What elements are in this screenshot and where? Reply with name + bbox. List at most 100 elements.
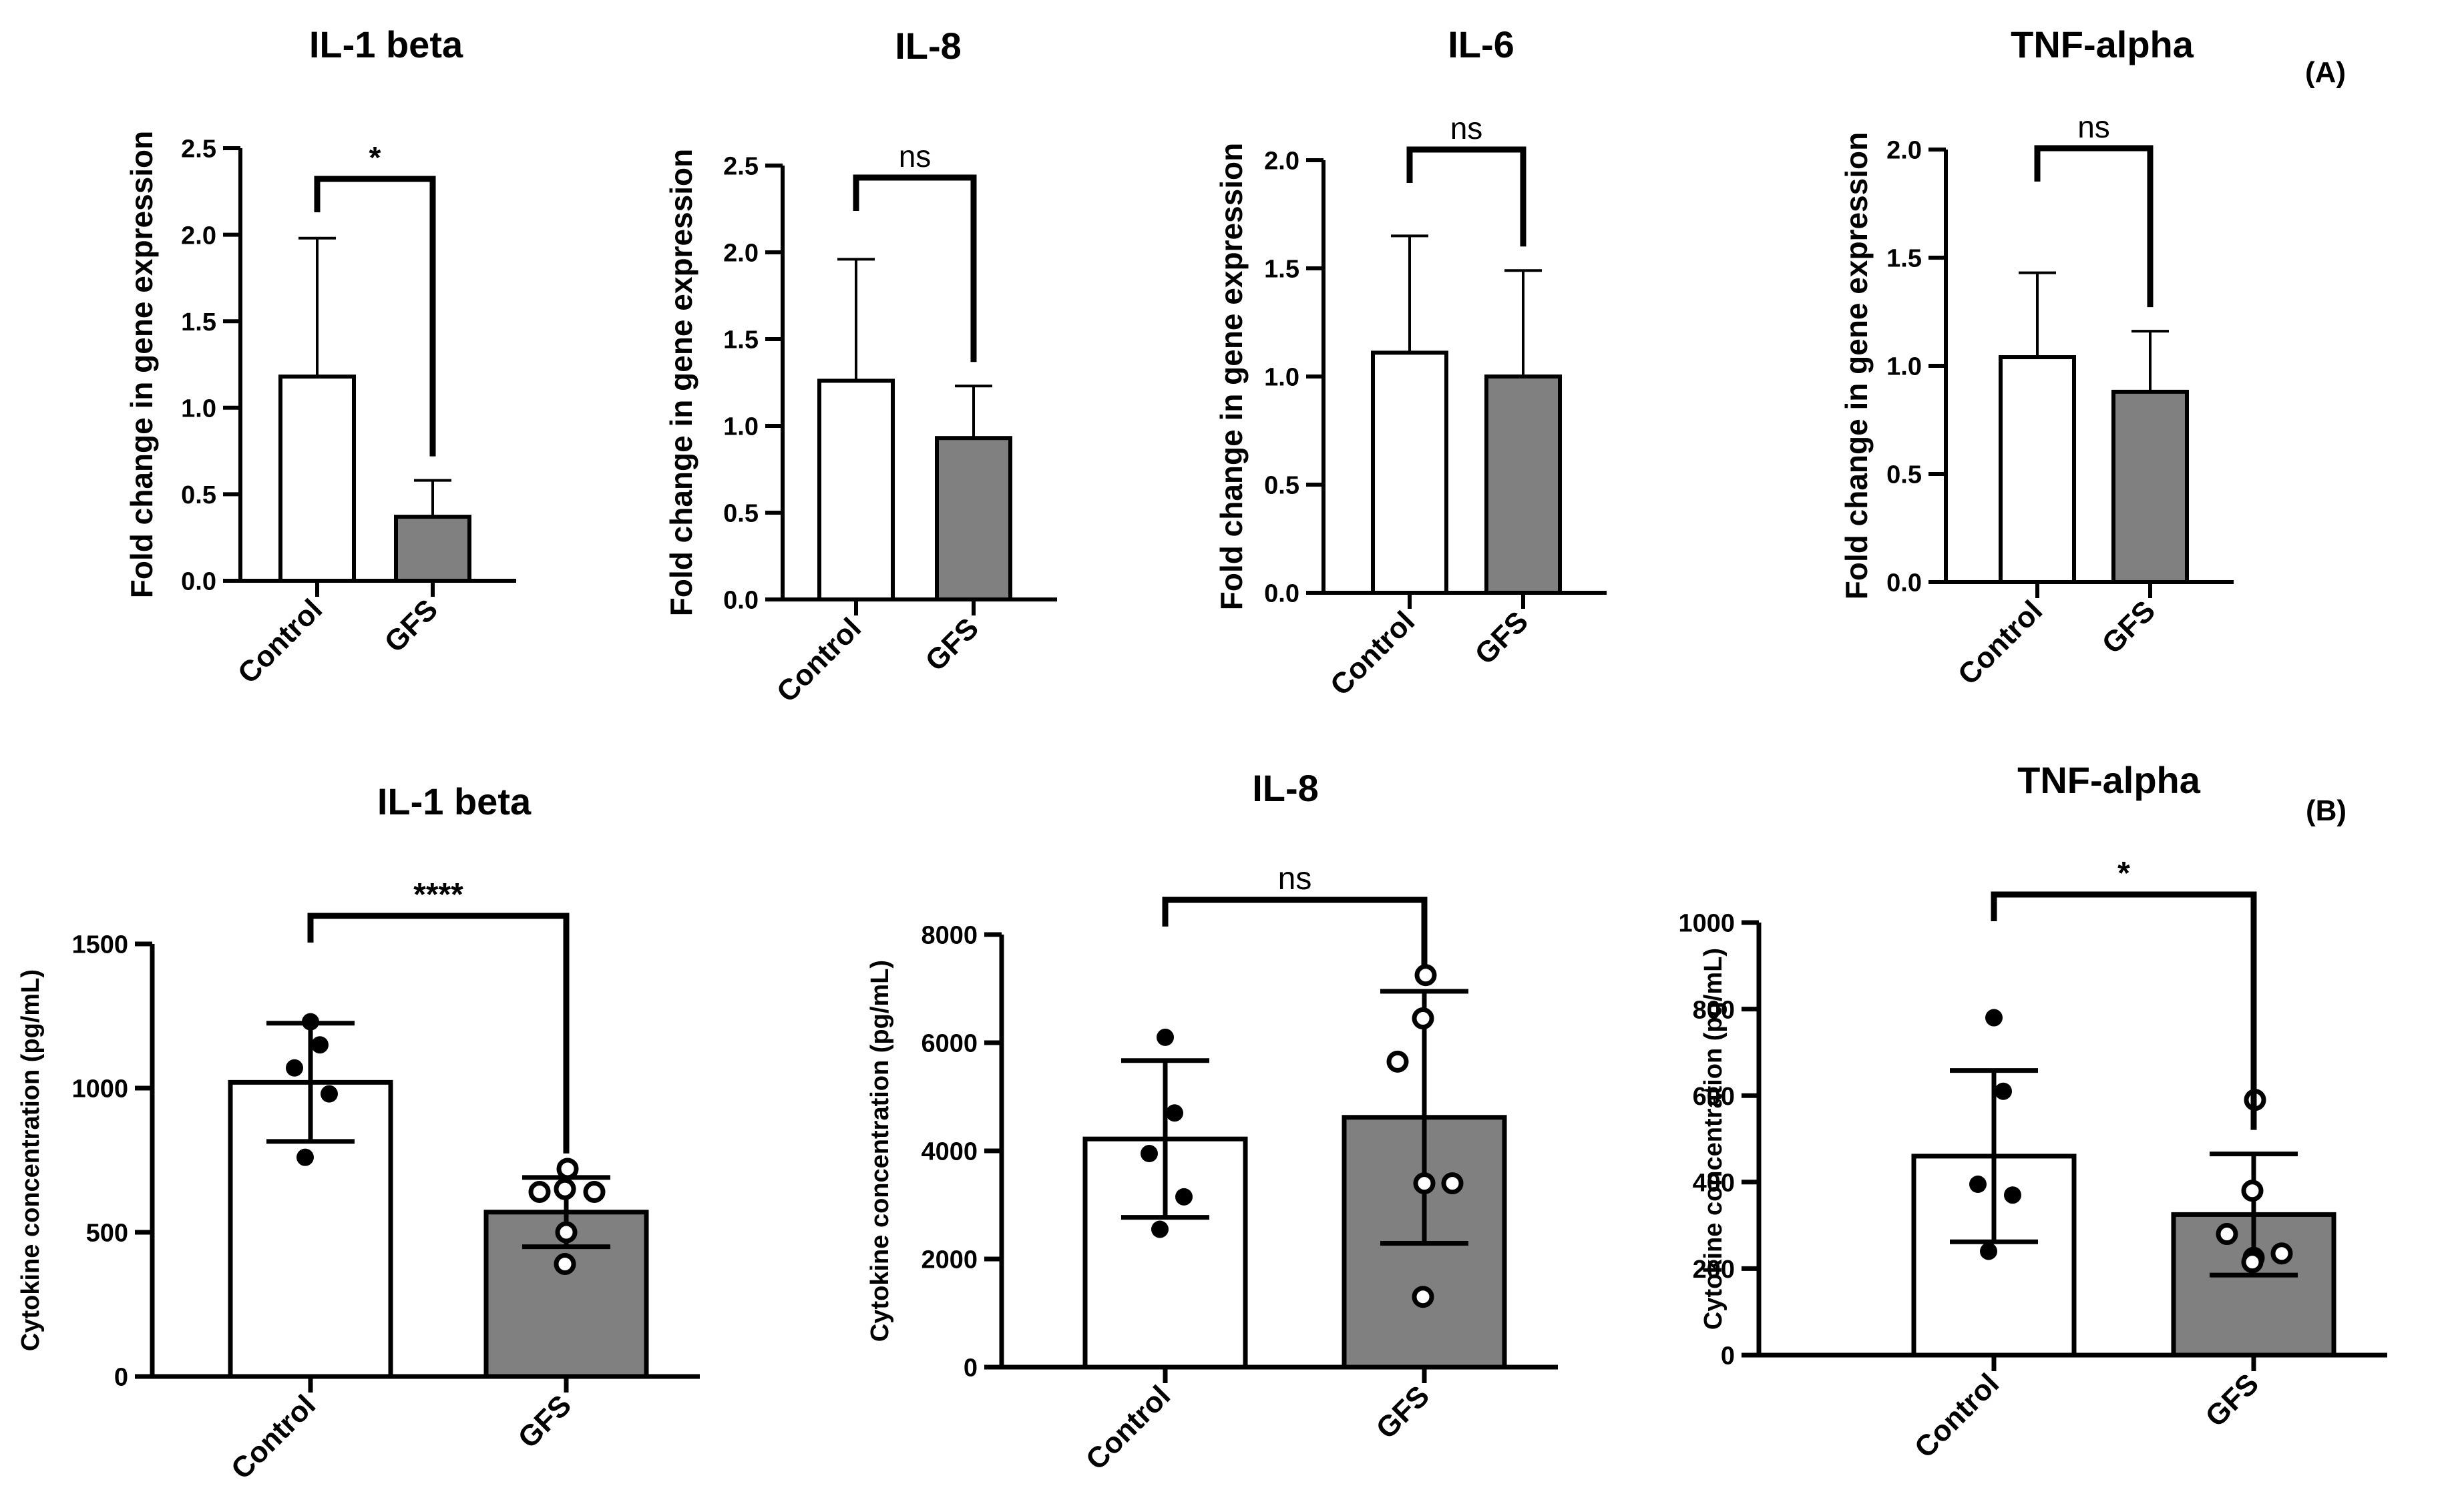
x-category-label: GFS <box>919 611 985 678</box>
y-tick-label: 2.0 <box>723 240 759 268</box>
y-tick-label: 200 <box>1693 1256 1735 1284</box>
y-tick-label: 0.0 <box>181 568 216 596</box>
data-point <box>1141 1145 1158 1163</box>
y-tick-label: 0.5 <box>1886 461 1922 489</box>
x-category-label: GFS <box>2095 594 2162 660</box>
y-axis-label: Fold change in gene expression <box>1839 132 1874 599</box>
data-point <box>2270 1242 2293 1265</box>
x-category-label: Control <box>1080 1379 1177 1476</box>
y-tick-label: 0.0 <box>1886 569 1922 597</box>
chart-7: TNF-alpha 0 200 400 600 800 1000 Cytokine conce… <box>1678 759 2387 1465</box>
y-axis-label: Cytokine concentration (pg/mL) <box>1699 948 1727 1330</box>
significance-label: * <box>2117 856 2130 891</box>
y-tick-label: 0.5 <box>1264 472 1299 500</box>
y-tick-label: 1500 <box>71 931 128 959</box>
data-point <box>2241 1251 2264 1274</box>
significance-bracket <box>1406 146 1526 247</box>
data-point <box>528 1181 551 1204</box>
data-point <box>2241 1180 2264 1202</box>
bar-gfs <box>935 436 1012 602</box>
y-axis-label: Fold change in gene expression <box>124 131 159 598</box>
chart-title: IL-6 <box>1448 23 1514 65</box>
data-point <box>1985 1009 2003 1027</box>
y-tick-label: 0 <box>964 1354 978 1382</box>
y-tick-label: 1.0 <box>1886 353 1922 381</box>
significance-label: **** <box>413 877 463 913</box>
data-point <box>556 1158 579 1180</box>
data-point <box>555 1221 578 1244</box>
significance-bracket <box>307 913 570 1154</box>
data-point <box>1412 1286 1434 1308</box>
data-point <box>1414 964 1437 987</box>
x-category-label: Control <box>232 593 329 690</box>
significance-label: ns <box>899 139 932 174</box>
chart-5: IL-1 beta 0 500 1000 1500 Cytokine concentrat… <box>17 780 700 1486</box>
x-category-label: GFS <box>378 593 444 659</box>
x-category-label: GFS <box>2199 1367 2265 1433</box>
y-tick-label: 8000 <box>921 922 978 950</box>
data-point <box>1980 1242 1997 1260</box>
x-category-label: GFS <box>512 1389 578 1455</box>
bar-gfs <box>1484 374 1562 595</box>
y-tick-label: 1.0 <box>723 413 759 441</box>
x-category-label: GFS <box>1370 1379 1436 1445</box>
data-point <box>296 1148 314 1166</box>
data-point <box>302 1013 319 1031</box>
y-tick-label: 2.0 <box>181 222 216 250</box>
y-tick-label: 2.0 <box>1886 137 1922 165</box>
y-tick-label: 0 <box>1721 1342 1735 1370</box>
y-tick-label: 1000 <box>71 1075 128 1103</box>
y-tick-label: 2.5 <box>723 153 759 181</box>
data-point <box>2216 1223 2238 1246</box>
y-tick-label: 0.0 <box>1264 580 1299 608</box>
data-point <box>2004 1186 2021 1204</box>
panel-label-a: (A) <box>2305 56 2347 89</box>
bar-gfs <box>394 515 471 583</box>
chart-title: IL-8 <box>895 25 962 67</box>
chart-title: TNF-alpha <box>2011 23 2194 65</box>
bar-control <box>1371 350 1448 595</box>
y-tick-label: 500 <box>86 1220 128 1248</box>
chart-title: IL-1 beta <box>309 23 463 65</box>
bar-control <box>278 374 356 583</box>
chart-1: IL-1 beta 0.0 0.5 1.0 1.5 2.0 2.5 Fold change i… <box>124 23 516 690</box>
data-point <box>1441 1172 1464 1195</box>
x-category-label: Control <box>771 611 867 708</box>
data-point <box>1166 1104 1183 1122</box>
significance-bracket <box>2034 145 2154 308</box>
y-tick-label: 1.5 <box>181 308 216 336</box>
x-category-label: Control <box>1908 1367 2005 1464</box>
data-point <box>1386 1050 1409 1073</box>
y-tick-label: 6000 <box>921 1030 978 1058</box>
chart-title: IL-1 beta <box>377 780 532 822</box>
chart-title: TNF-alpha <box>2017 759 2201 801</box>
y-tick-label: 800 <box>1693 996 1735 1024</box>
x-category-label: GFS <box>1468 605 1535 671</box>
y-tick-label: 2.5 <box>181 136 216 164</box>
chart-3: IL-6 0.0 0.5 1.0 1.5 2.0 Fold change in gene e… <box>1214 23 1607 702</box>
y-tick-label: 400 <box>1693 1169 1735 1197</box>
data-point <box>1969 1176 1987 1194</box>
data-point <box>1157 1028 1174 1046</box>
bar-control <box>817 379 895 602</box>
data-point <box>1412 1007 1434 1030</box>
y-tick-label: 0 <box>114 1364 128 1392</box>
x-category-label: Control <box>1952 594 2049 691</box>
y-axis-label: Fold change in gene expression <box>1214 143 1249 610</box>
data-point <box>286 1059 303 1077</box>
bar-gfs <box>2111 389 2189 584</box>
y-tick-label: 0.0 <box>723 587 759 615</box>
data-point <box>554 1178 576 1200</box>
panel-label-b: (B) <box>2306 794 2347 827</box>
y-axis-label: Fold change in gene expression <box>664 149 698 616</box>
significance-label: ns <box>1450 111 1483 146</box>
y-tick-label: 1.5 <box>1886 245 1922 273</box>
significance-bracket <box>314 176 436 457</box>
y-axis-label: Cytokine concentration (pg/mL) <box>17 969 45 1351</box>
y-tick-label: 1.5 <box>723 326 759 354</box>
chart-title: IL-8 <box>1252 767 1319 809</box>
y-tick-label: 1.0 <box>181 395 216 423</box>
x-category-label: Control <box>225 1389 322 1485</box>
data-point <box>1413 1172 1436 1195</box>
